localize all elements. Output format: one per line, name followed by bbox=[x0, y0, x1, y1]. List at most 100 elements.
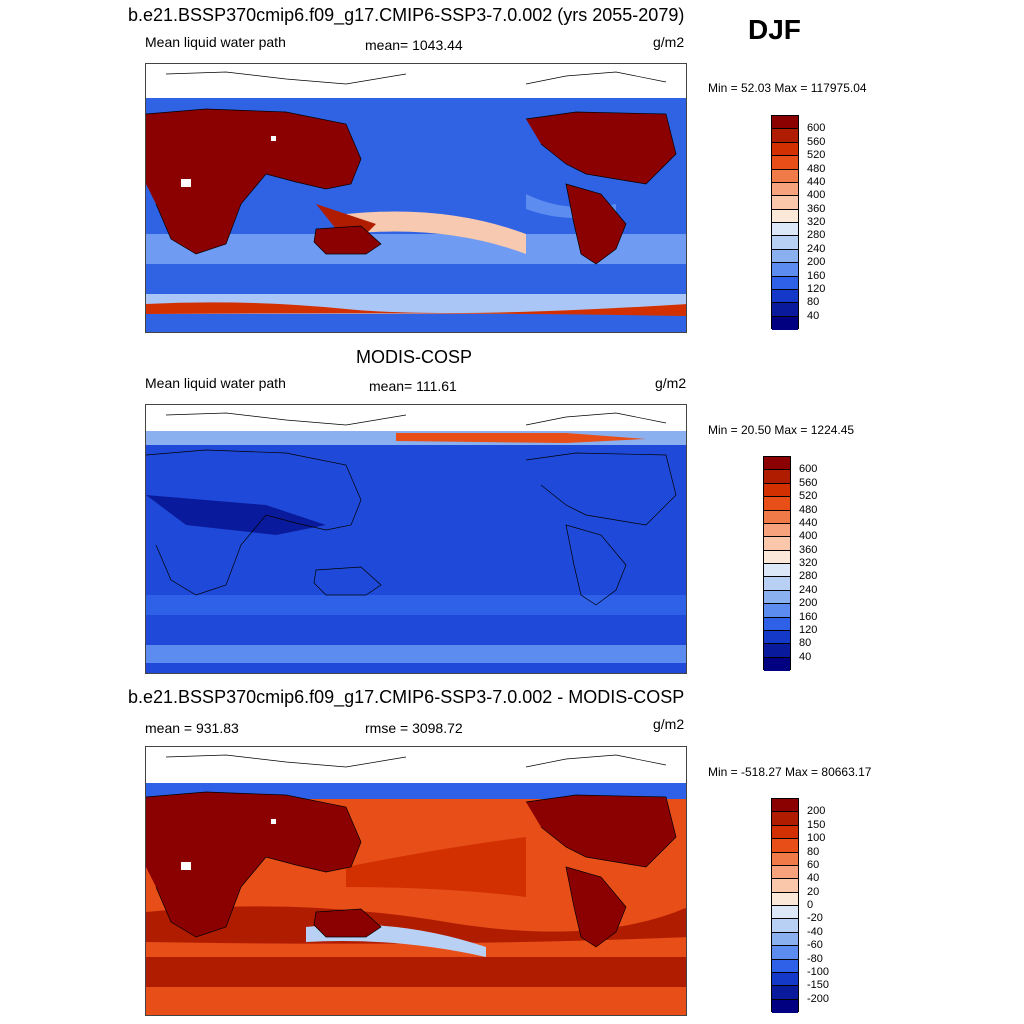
colorbar-tick-label: 440 bbox=[807, 175, 826, 188]
colorbar-swatch bbox=[772, 906, 798, 920]
colorbar-tick-label: 120 bbox=[799, 623, 818, 636]
colorbar-swatch bbox=[772, 169, 798, 183]
panel1-units-label: g/m2 bbox=[653, 34, 685, 50]
season-label: DJF bbox=[748, 14, 801, 45]
colorbar-tick-label: 100 bbox=[807, 832, 826, 845]
panel2-minmax: Min = 20.50 Max = 1224.45 bbox=[708, 423, 855, 437]
panel1-minmax: Min = 52.03 Max = 117975.04 bbox=[708, 81, 867, 95]
colorbar-tick-label: 160 bbox=[799, 610, 818, 623]
colorbar-swatch bbox=[772, 236, 798, 250]
panel3-rmse-label: rmse = 3098.72 bbox=[365, 720, 463, 736]
panel2-colorbar bbox=[763, 456, 791, 671]
panel2-mean-label: mean= 111.61 bbox=[369, 378, 457, 394]
colorbar-swatch bbox=[772, 986, 798, 1000]
colorbar-tick-label: 480 bbox=[807, 162, 826, 175]
colorbar-tick-label: 240 bbox=[807, 242, 826, 255]
colorbar-swatch bbox=[772, 825, 798, 840]
colorbar-swatch bbox=[772, 209, 798, 223]
colorbar-swatch bbox=[772, 263, 798, 277]
colorbar-swatch bbox=[772, 919, 798, 933]
colorbar-tick-label: 20 bbox=[807, 885, 820, 898]
colorbar-tick-label: 520 bbox=[799, 490, 818, 503]
panel3-units-label: g/m2 bbox=[653, 716, 685, 732]
colorbar-tick-label: 40 bbox=[807, 872, 820, 885]
colorbar-tick-label: 160 bbox=[807, 269, 826, 282]
colorbar-tick-label: 360 bbox=[807, 202, 826, 215]
colorbar-tick-label: 600 bbox=[807, 122, 826, 135]
colorbar-swatch bbox=[772, 303, 798, 317]
panel1-colorbar bbox=[771, 115, 799, 330]
colorbar-tick-label: 150 bbox=[807, 818, 826, 831]
colorbar-tick-label: 200 bbox=[799, 597, 818, 610]
panel1-mean-label: mean= 1043.44 bbox=[365, 37, 463, 53]
colorbar-swatch bbox=[772, 223, 798, 237]
colorbar-swatch bbox=[772, 839, 798, 853]
panel3-colorbar bbox=[771, 798, 799, 1013]
panel2-map bbox=[145, 404, 687, 674]
colorbar-tick-label: 60 bbox=[807, 858, 820, 871]
colorbar-tick-label: -200 bbox=[807, 992, 830, 1005]
colorbar-tick-label: 440 bbox=[799, 516, 818, 529]
colorbar-swatch bbox=[772, 972, 798, 987]
colorbar-swatch bbox=[772, 812, 798, 826]
colorbar-swatch bbox=[764, 537, 790, 551]
colorbar-swatch bbox=[772, 946, 798, 960]
colorbar-tick-label: 80 bbox=[799, 637, 812, 650]
colorbar-swatch bbox=[772, 865, 798, 880]
colorbar-swatch bbox=[772, 182, 798, 197]
colorbar-swatch bbox=[772, 276, 798, 290]
panel3-mean-label: mean = 931.83 bbox=[145, 720, 239, 736]
colorbar-tick-label: 80 bbox=[807, 845, 820, 858]
colorbar-swatch bbox=[772, 156, 798, 170]
colorbar-swatch bbox=[764, 630, 790, 645]
colorbar-tick-label: -60 bbox=[807, 939, 823, 952]
colorbar-tick-label: 560 bbox=[807, 135, 826, 148]
colorbar-tick-label: 320 bbox=[799, 557, 818, 569]
colorbar-swatch bbox=[764, 497, 790, 511]
colorbar-tick-label: -80 bbox=[807, 952, 823, 965]
colorbar-swatch bbox=[764, 590, 790, 605]
colorbar-swatch bbox=[772, 249, 798, 264]
colorbar-tick-label: 560 bbox=[799, 476, 818, 489]
colorbar-tick-label: 0 bbox=[807, 899, 814, 911]
colorbar-tick-label: 200 bbox=[807, 256, 826, 269]
colorbar-swatch bbox=[772, 932, 798, 947]
colorbar-swatch bbox=[772, 196, 798, 210]
panel2-title: MODIS-COSP bbox=[356, 347, 473, 367]
colorbar-tick-label: -20 bbox=[807, 912, 823, 925]
colorbar-tick-label: -100 bbox=[807, 965, 830, 978]
panel1-variable-label: Mean liquid water path bbox=[145, 34, 286, 50]
colorbar-swatch bbox=[772, 879, 798, 893]
colorbar-tick-label: 280 bbox=[799, 570, 818, 583]
colorbar-tick-label: 400 bbox=[799, 530, 818, 543]
colorbar-swatch bbox=[772, 999, 798, 1013]
panel1-title: b.e21.BSSP370cmip6.f09_g17.CMIP6-SSP3-7.… bbox=[128, 5, 685, 25]
panel3-minmax: Min = -518.27 Max = 80663.17 bbox=[708, 765, 872, 779]
panel3-map bbox=[145, 746, 687, 1016]
panel2-variable-label: Mean liquid water path bbox=[145, 375, 286, 391]
colorbar-swatch bbox=[764, 644, 790, 658]
colorbar-swatch bbox=[772, 799, 798, 813]
colorbar-tick-label: 240 bbox=[799, 583, 818, 596]
colorbar-swatch bbox=[764, 523, 790, 538]
colorbar-swatch bbox=[772, 142, 798, 157]
colorbar-tick-label: -150 bbox=[807, 979, 830, 992]
colorbar-swatch bbox=[764, 470, 790, 484]
panel1-map bbox=[145, 63, 687, 333]
colorbar-tick-label: 480 bbox=[799, 503, 818, 516]
colorbar-swatch bbox=[764, 604, 790, 618]
colorbar-tick-label: 520 bbox=[807, 149, 826, 162]
panel3-title: b.e21.BSSP370cmip6.f09_g17.CMIP6-SSP3-7.… bbox=[128, 687, 685, 707]
colorbar-swatch bbox=[764, 577, 790, 591]
panel2-units-label: g/m2 bbox=[655, 375, 687, 391]
colorbar-tick-label: 40 bbox=[799, 650, 812, 663]
colorbar-swatch bbox=[772, 892, 798, 906]
colorbar-tick-label: 80 bbox=[807, 296, 820, 309]
colorbar-swatch bbox=[772, 316, 798, 330]
colorbar-tick-label: 600 bbox=[799, 463, 818, 476]
colorbar-tick-label: 360 bbox=[799, 543, 818, 556]
colorbar-tick-label: 120 bbox=[807, 282, 826, 295]
colorbar-tick-label: 200 bbox=[807, 805, 826, 818]
colorbar-tick-label: 320 bbox=[807, 216, 826, 228]
colorbar-swatch bbox=[764, 483, 790, 498]
